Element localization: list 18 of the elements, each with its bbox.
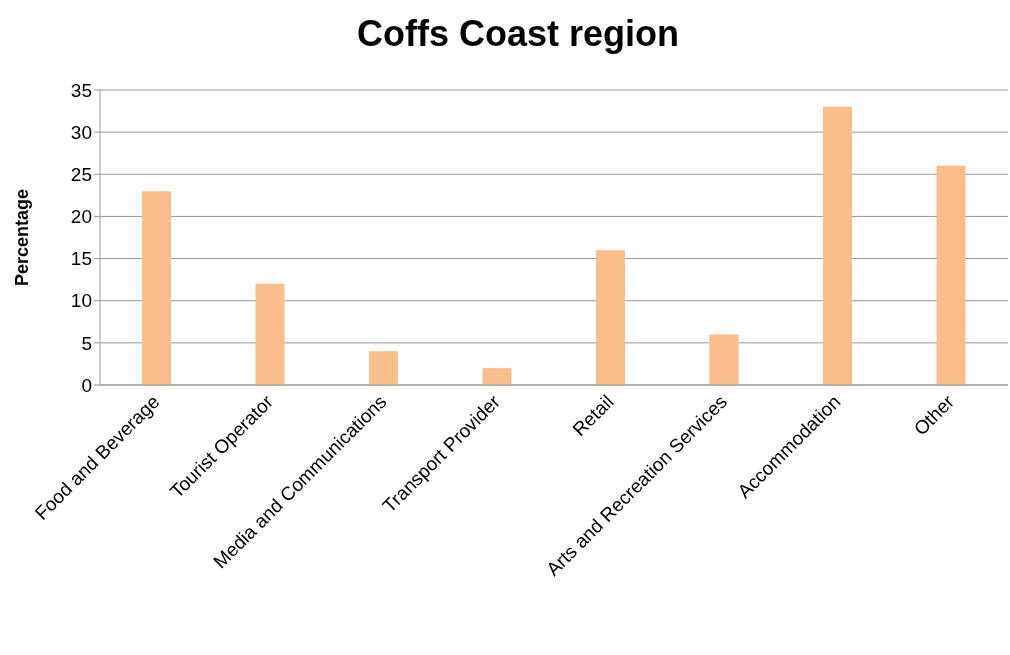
bar [709,334,739,385]
y-tick-label: 5 [81,332,92,354]
bar [142,191,171,385]
y-axis-title: Percentage [12,188,33,287]
bar [369,351,398,385]
bar [936,165,966,385]
y-tick-label: 0 [81,374,92,396]
y-tick-label: 35 [70,79,92,101]
chart-title: Coffs Coast region [356,12,680,56]
bar [596,250,625,385]
bar [255,283,285,385]
y-tick-label: 10 [70,290,92,312]
y-tick-label: 20 [70,206,92,228]
bar [823,106,852,385]
y-tick-label: 25 [70,164,92,186]
bar [482,368,512,385]
y-tick-label: 30 [70,121,92,143]
y-tick-label: 15 [70,248,92,270]
